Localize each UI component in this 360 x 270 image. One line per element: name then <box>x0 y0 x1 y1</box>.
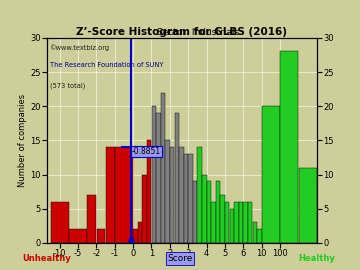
Text: ©www.textbiz.org: ©www.textbiz.org <box>50 44 110 51</box>
Text: (573 total): (573 total) <box>50 83 85 89</box>
Bar <box>87 195 96 243</box>
Text: Score: Score <box>167 254 193 263</box>
Bar <box>161 93 165 243</box>
Bar <box>179 147 184 243</box>
Bar <box>170 147 174 243</box>
Title: Z’-Score Histogram for GLBS (2016): Z’-Score Histogram for GLBS (2016) <box>76 27 287 37</box>
Bar <box>133 229 138 243</box>
Bar <box>96 229 105 243</box>
Bar <box>156 113 161 243</box>
Bar <box>211 202 216 243</box>
Bar <box>257 229 262 243</box>
Bar <box>280 52 298 243</box>
Text: The Research Foundation of SUNY: The Research Foundation of SUNY <box>50 62 163 68</box>
Bar <box>142 175 147 243</box>
Text: Unhealthy: Unhealthy <box>22 254 71 263</box>
Bar <box>188 154 193 243</box>
Bar <box>262 106 280 243</box>
Bar <box>175 113 179 243</box>
Bar <box>234 202 239 243</box>
Bar <box>115 147 133 243</box>
Bar <box>138 222 142 243</box>
Text: Healthy: Healthy <box>298 254 335 263</box>
Y-axis label: Number of companies: Number of companies <box>18 94 27 187</box>
Bar <box>248 202 252 243</box>
Bar <box>243 202 248 243</box>
Bar <box>225 202 229 243</box>
Bar <box>152 106 156 243</box>
Bar <box>184 154 188 243</box>
Bar <box>106 147 114 243</box>
Text: -0.8851: -0.8851 <box>132 147 161 156</box>
Bar <box>147 140 152 243</box>
Bar <box>239 202 243 243</box>
Bar <box>216 181 220 243</box>
Bar <box>299 168 316 243</box>
Bar <box>230 209 234 243</box>
Text: Sector: Industrials: Sector: Industrials <box>157 28 239 37</box>
Bar <box>253 222 257 243</box>
Bar <box>193 181 197 243</box>
Bar <box>207 181 211 243</box>
Bar <box>220 195 225 243</box>
Bar <box>198 147 202 243</box>
Bar <box>51 202 68 243</box>
Bar <box>165 140 170 243</box>
Bar <box>69 229 87 243</box>
Bar <box>202 175 207 243</box>
